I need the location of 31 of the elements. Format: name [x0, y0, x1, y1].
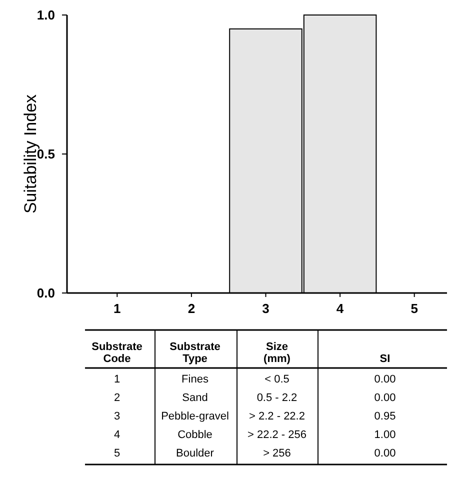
text: > 256 [263, 448, 291, 460]
x-tick-label: 3 [262, 301, 270, 316]
text: Substrate Type [170, 341, 220, 365]
text: Fines [182, 374, 209, 386]
text: 1.00 [374, 429, 396, 441]
y-tick-label: 0.0 [36, 286, 55, 301]
text: Size (mm) [264, 341, 291, 365]
text: < 0.5 [264, 374, 290, 386]
text: SI [380, 353, 390, 365]
category-label: 2 [114, 392, 120, 404]
text: 0.95 [374, 410, 396, 422]
text: 0.00 [374, 392, 396, 404]
text: > 2.2 - 22.2 [249, 410, 305, 422]
text: Boulder [176, 448, 214, 460]
text: 0.5 - 2.2 [256, 392, 298, 404]
text: > 22.2 - 256 [247, 429, 307, 441]
text: Sand [182, 392, 208, 404]
text: Cobble [178, 429, 212, 441]
category-label: 4 [114, 429, 120, 441]
text: Pebble-gravel [161, 410, 229, 422]
x-tick-label: 5 [410, 301, 418, 316]
text: 0.00 [374, 448, 396, 460]
text: 0.00 [374, 374, 396, 386]
x-tick-label: 4 [336, 301, 344, 316]
x-tick-label: 2 [188, 301, 196, 316]
category-label: 3 [114, 410, 120, 422]
y-tick-label: 1.0 [36, 8, 55, 23]
category-label: 1 [114, 374, 120, 386]
category-label: 5 [114, 448, 120, 460]
x-tick-label: 1 [114, 301, 121, 316]
text: Substrate Code [92, 341, 142, 365]
